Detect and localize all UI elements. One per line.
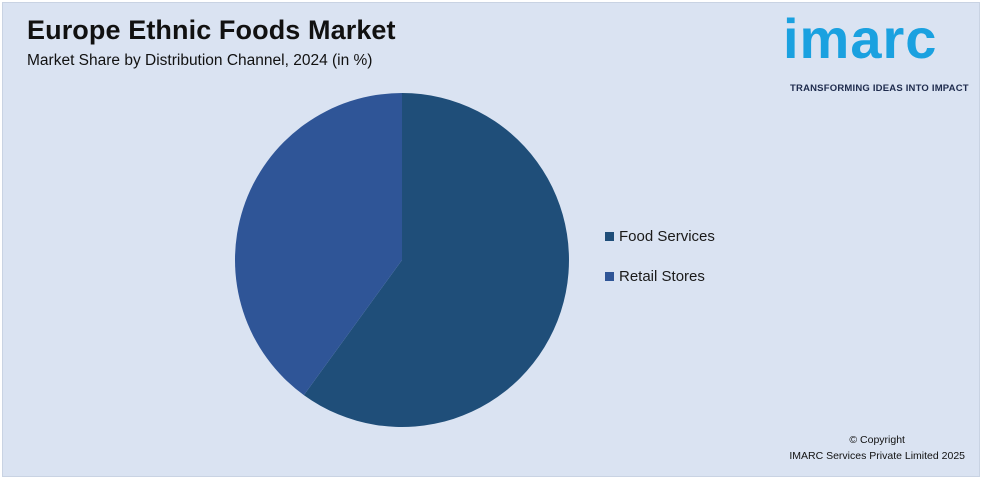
copyright-line-2: IMARC Services Private Limited 2025 bbox=[789, 450, 965, 462]
legend-label-food-services: Food Services bbox=[619, 227, 715, 245]
logo-wordmark: imarc bbox=[783, 7, 938, 70]
imarc-logo: imarc TRANSFORMING IDEAS INTO IMPACT bbox=[783, 11, 975, 97]
legend-item-retail-stores: Retail Stores bbox=[605, 264, 715, 288]
pie-slices bbox=[234, 93, 569, 428]
copyright-notice: © Copyright IMARC Services Private Limit… bbox=[789, 432, 965, 464]
pie-slice-food-services bbox=[303, 93, 569, 428]
pie-slice-retail-stores bbox=[234, 93, 402, 396]
chart-legend: Food Services Retail Stores bbox=[605, 224, 715, 304]
logo-tagline: TRANSFORMING IDEAS INTO IMPACT bbox=[790, 83, 969, 94]
page-subtitle: Market Share by Distribution Channel, 20… bbox=[27, 52, 373, 69]
copyright-line-1: © Copyright bbox=[849, 434, 905, 446]
legend-swatch-retail-stores bbox=[605, 271, 614, 281]
legend-swatch-food-services bbox=[605, 231, 614, 241]
legend-item-food-services: Food Services bbox=[605, 224, 715, 248]
page-title: Europe Ethnic Foods Market bbox=[27, 15, 396, 45]
pie-chart bbox=[234, 93, 569, 428]
legend-label-retail-stores: Retail Stores bbox=[619, 267, 705, 285]
